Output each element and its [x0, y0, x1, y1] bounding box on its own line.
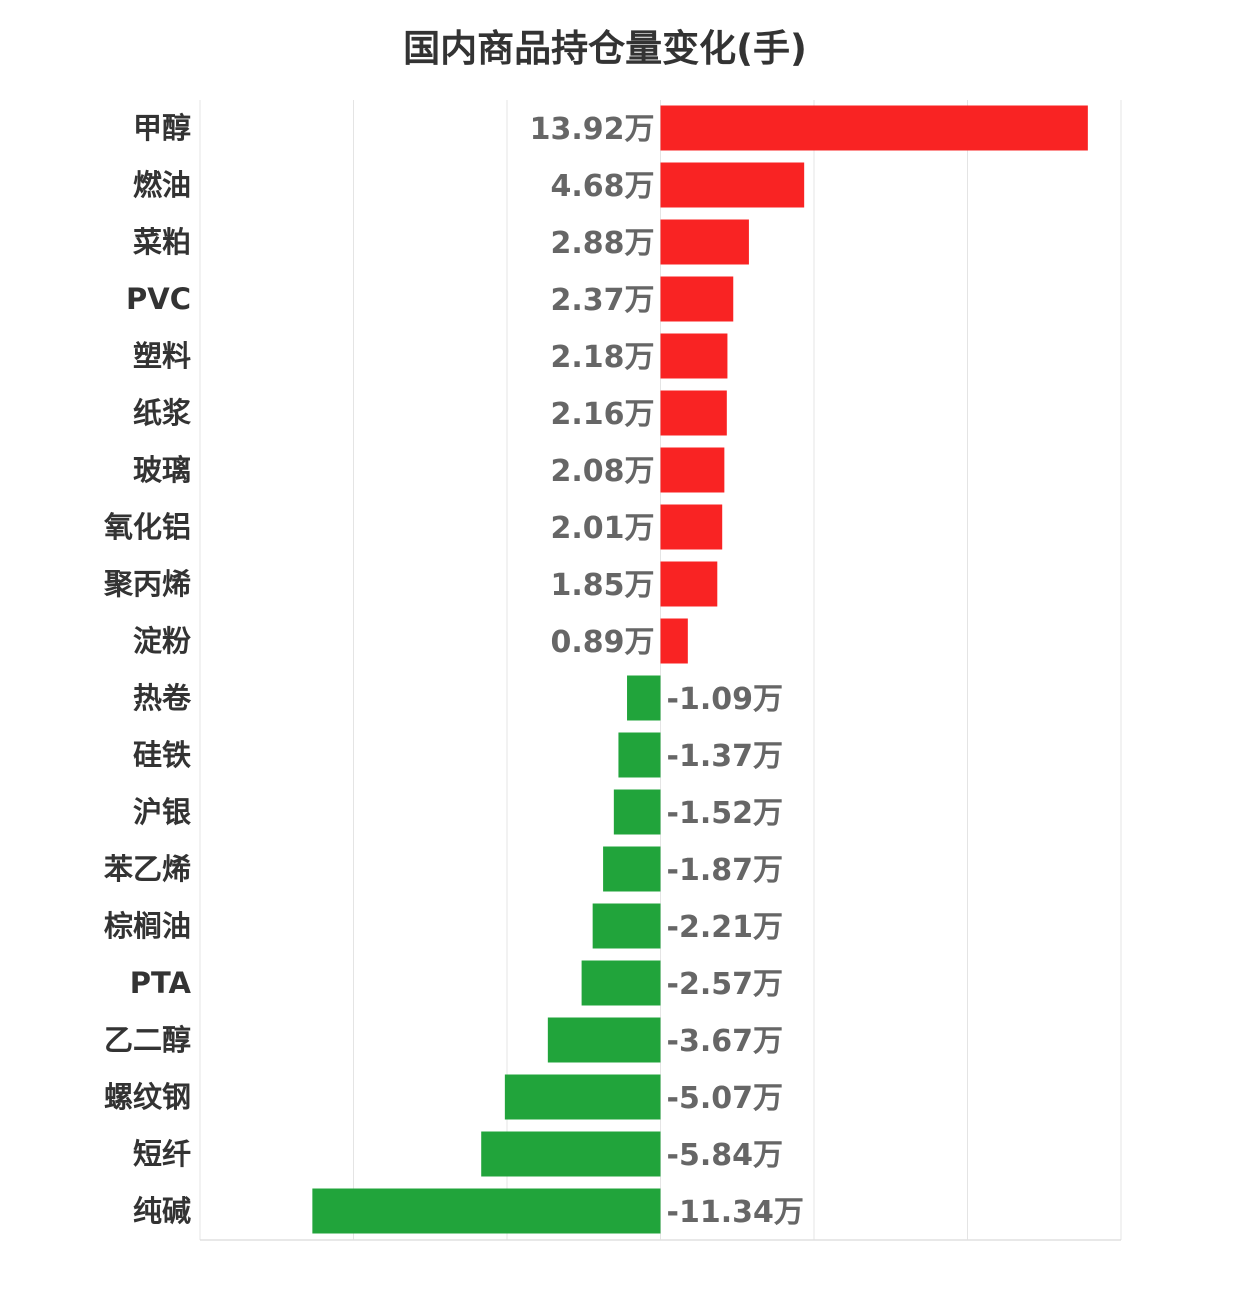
- bar: [312, 1188, 661, 1234]
- category-label: 短纤: [133, 1137, 191, 1171]
- value-label: -5.07万: [667, 1081, 783, 1116]
- category-label: 玻璃: [133, 453, 191, 487]
- category-label: 乙二醇: [104, 1023, 191, 1057]
- category-label: 纸浆: [133, 396, 192, 430]
- value-label: 1.85万: [550, 568, 654, 603]
- bar: [660, 219, 749, 265]
- category-label: 淀粉: [133, 624, 191, 658]
- value-label: -1.09万: [667, 682, 783, 717]
- bar: [660, 333, 728, 379]
- category-label: 甲醇: [133, 111, 191, 145]
- category-label: 塑料: [133, 339, 191, 373]
- value-label: -3.67万: [667, 1024, 783, 1059]
- value-label: -1.87万: [667, 853, 783, 888]
- bar: [504, 1074, 661, 1120]
- bar: [581, 960, 661, 1006]
- category-label: PVC: [126, 282, 191, 316]
- bar: [627, 675, 661, 721]
- bar: [660, 504, 723, 550]
- category-label: 沪银: [133, 795, 191, 829]
- value-label: 2.18万: [550, 340, 654, 375]
- category-label: 氧化铝: [103, 510, 191, 544]
- bar: [613, 789, 661, 835]
- value-label: 13.92万: [530, 112, 655, 147]
- value-label: 4.68万: [550, 169, 654, 204]
- value-label: 2.16万: [550, 397, 654, 432]
- value-label: -2.57万: [667, 967, 783, 1002]
- value-label: 2.01万: [550, 511, 654, 546]
- category-label: PTA: [130, 966, 192, 1000]
- bar: [660, 447, 725, 493]
- category-label: 棕榈油: [104, 909, 191, 943]
- bar: [618, 732, 661, 778]
- value-label: 2.88万: [550, 226, 654, 261]
- bar: [547, 1017, 661, 1063]
- category-label: 燃油: [133, 168, 191, 202]
- category-label: 纯碱: [133, 1194, 191, 1228]
- bar: [660, 390, 727, 436]
- value-label: -5.84万: [667, 1138, 783, 1173]
- category-label: 苯乙烯: [104, 852, 191, 886]
- bar: [660, 105, 1088, 151]
- value-label: 2.08万: [550, 454, 654, 489]
- bar: [660, 276, 734, 322]
- category-label: 菜粕: [133, 225, 191, 259]
- value-label: 0.89万: [550, 625, 654, 660]
- value-label: -2.21万: [667, 910, 783, 945]
- category-label: 硅铁: [133, 738, 191, 772]
- category-label: 聚丙烯: [103, 567, 191, 601]
- value-label: -1.52万: [667, 796, 783, 831]
- chart-title: 国内商品持仓量变化(手): [403, 27, 807, 70]
- value-label: -1.37万: [667, 739, 783, 774]
- bar: [660, 618, 688, 664]
- category-label: 螺纹钢: [104, 1080, 191, 1114]
- bar: [481, 1131, 661, 1177]
- category-label: 热卷: [133, 681, 192, 715]
- bar: [603, 846, 661, 892]
- value-label: 2.37万: [550, 283, 654, 318]
- bar: [592, 903, 661, 949]
- bar: [660, 561, 718, 607]
- value-label: -11.34万: [667, 1195, 804, 1230]
- bar: [660, 162, 805, 208]
